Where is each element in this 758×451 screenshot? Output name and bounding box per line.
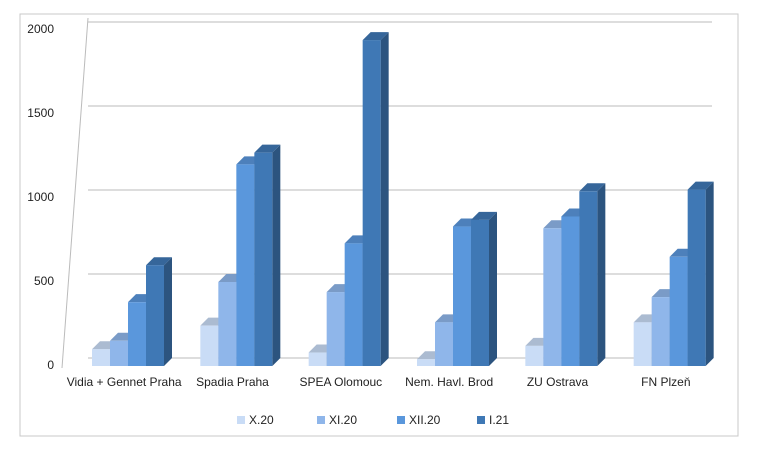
bar (308, 352, 327, 366)
bar (236, 164, 255, 366)
bar-side (272, 144, 281, 366)
bar (326, 292, 345, 366)
legend-label: I.21 (489, 413, 509, 427)
bar (579, 191, 598, 366)
x-tick-label: ZU Ostrava (527, 375, 589, 389)
bar-side (597, 183, 606, 366)
bar-top (579, 183, 606, 192)
legend-swatch (317, 416, 325, 424)
bar (92, 349, 110, 366)
bar (218, 282, 237, 366)
legend-label: XI.20 (329, 413, 357, 427)
legend-swatch (477, 416, 485, 424)
bar (146, 265, 164, 366)
bar (417, 359, 435, 366)
bar-side (164, 257, 172, 366)
y-tick-label: 500 (34, 274, 54, 288)
bar (525, 345, 544, 366)
x-tick-label: Vidia + Gennet Praha (67, 375, 182, 389)
legend-swatch (237, 416, 245, 424)
bar-side (705, 181, 714, 366)
bar (110, 340, 128, 366)
bar (362, 40, 381, 367)
bar (128, 302, 146, 366)
bar-side (380, 32, 389, 366)
bar-top (687, 181, 714, 190)
bar-side (489, 211, 497, 366)
bar (435, 322, 453, 366)
bar-top (471, 211, 497, 220)
bar (254, 152, 273, 366)
bar (651, 297, 670, 366)
bar-top (254, 144, 281, 153)
legend-swatch (397, 416, 405, 424)
bar (453, 226, 471, 366)
legend-label: XII.20 (409, 413, 441, 427)
y-tick-label: 1500 (27, 106, 54, 120)
side-wall (61, 17, 89, 369)
bar-top (146, 257, 172, 266)
y-tick-label: 2000 (27, 22, 54, 36)
bar (344, 243, 363, 366)
bar (561, 216, 580, 366)
bar (471, 219, 489, 366)
x-tick-label: Nem. Havl. Brod (405, 375, 493, 389)
bar (543, 228, 562, 366)
y-tick-label: 1000 (27, 190, 54, 204)
bar (200, 325, 219, 366)
bar (633, 322, 652, 366)
legend-label: X.20 (249, 413, 274, 427)
bar (687, 189, 706, 366)
y-tick-label: 0 (47, 358, 54, 372)
x-tick-label: SPEA Olomouc (299, 375, 382, 389)
x-tick-label: Spadia Praha (196, 375, 269, 389)
bar-top (362, 32, 389, 41)
bar (669, 256, 688, 366)
x-tick-label: FN Plzeň (641, 375, 690, 389)
